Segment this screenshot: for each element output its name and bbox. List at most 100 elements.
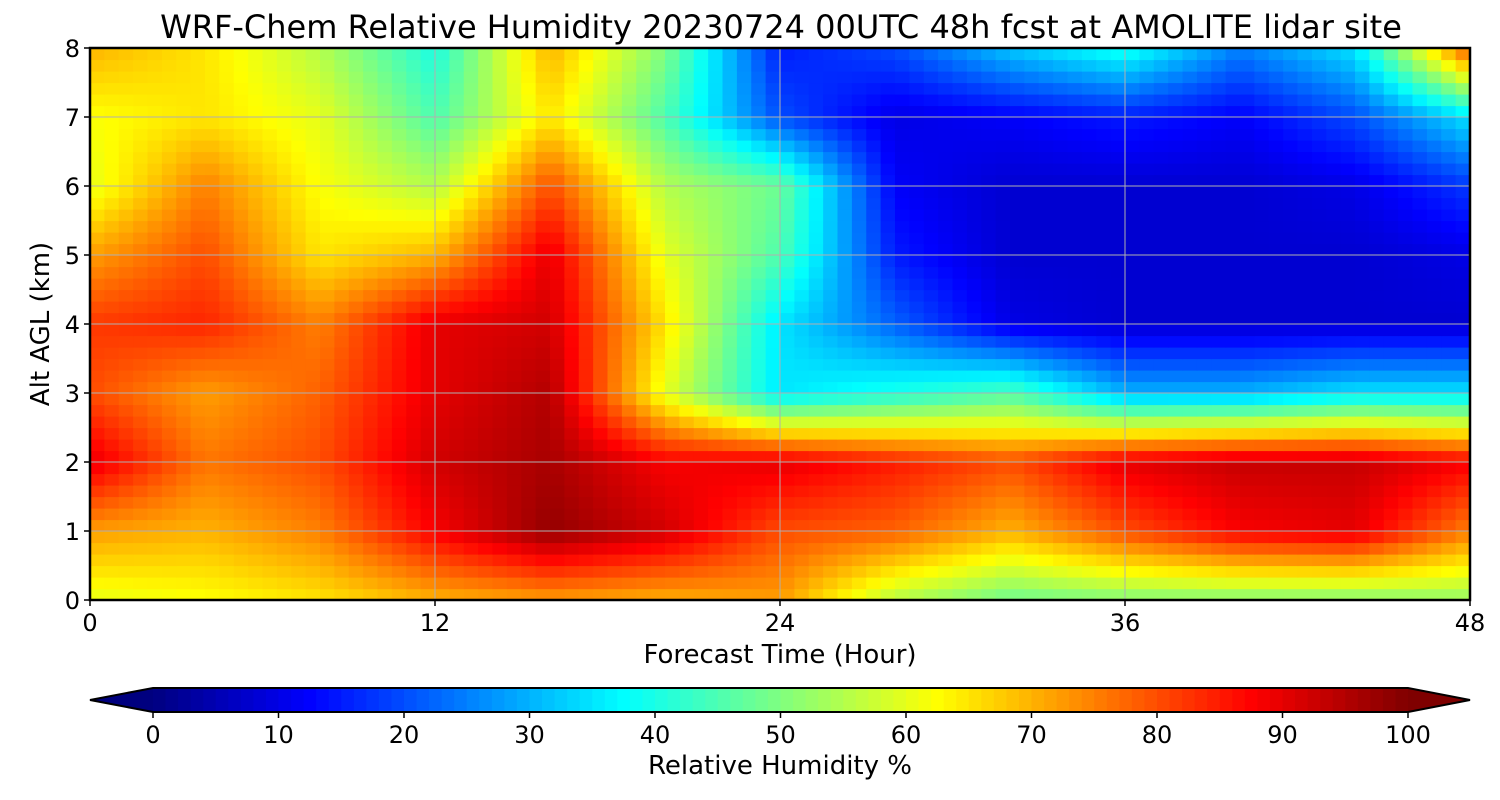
heatmap-cell [492, 312, 508, 325]
heatmap-cell [1383, 266, 1399, 279]
colorbar-segment [366, 688, 380, 712]
heatmap-cell [1153, 324, 1169, 337]
heatmap-cell [880, 588, 896, 601]
heatmap-cell [1096, 117, 1112, 130]
heatmap-cell [679, 324, 695, 337]
heatmap-cell [621, 117, 637, 130]
heatmap-cell [1426, 508, 1442, 521]
heatmap-cell [1340, 358, 1356, 371]
heatmap-cell [995, 404, 1011, 417]
heatmap-cell [1426, 324, 1442, 337]
heatmap-cell [550, 105, 565, 118]
heatmap-cell [751, 542, 767, 555]
heatmap-cell [1225, 416, 1241, 429]
heatmap-cell [722, 335, 738, 348]
heatmap-cell [794, 209, 810, 222]
heatmap-cell [895, 186, 910, 199]
heatmap-cell [823, 151, 839, 164]
heatmap-cell [463, 186, 479, 199]
heatmap-cell [147, 301, 163, 314]
heatmap-cell [334, 554, 350, 567]
heatmap-cell [1038, 565, 1054, 578]
heatmap-cell [1010, 427, 1025, 440]
heatmap-cell [808, 151, 824, 164]
heatmap-cell [1311, 347, 1327, 360]
heatmap-cell [1326, 220, 1342, 233]
heatmap-cell [679, 266, 695, 279]
heatmap-cell [837, 542, 853, 555]
heatmap-cell [995, 427, 1011, 440]
heatmap-cell [1053, 577, 1069, 590]
heatmap-cell [1010, 519, 1025, 532]
heatmap-cell [1254, 508, 1270, 521]
heatmap-cell [794, 565, 810, 578]
heatmap-cell [348, 508, 364, 521]
heatmap-cell [104, 588, 120, 601]
heatmap-cell [1196, 588, 1212, 601]
heatmap-cell [851, 542, 867, 555]
heatmap-cell [1455, 427, 1471, 440]
heatmap-cell [837, 278, 853, 291]
heatmap-cell [995, 577, 1011, 590]
heatmap-cell [190, 186, 206, 199]
heatmap-cell [348, 151, 364, 164]
colorbar-segment [353, 688, 367, 712]
heatmap-cell [981, 347, 997, 360]
heatmap-cell [636, 163, 652, 176]
heatmap-cell [895, 301, 910, 314]
heatmap-cell [262, 588, 278, 601]
colorbar-segment [742, 688, 756, 712]
heatmap-cell [1254, 209, 1270, 222]
heatmap-cell [1196, 186, 1212, 199]
heatmap-cell [1369, 105, 1385, 118]
heatmap-cell [895, 266, 910, 279]
heatmap-cell [808, 381, 824, 394]
heatmap-cell [348, 381, 364, 394]
heatmap-cell [348, 427, 364, 440]
heatmap-cell [550, 393, 565, 406]
heatmap-cell [391, 243, 407, 256]
heatmap-cell [736, 324, 752, 337]
heatmap-cell [1196, 232, 1212, 245]
heatmap-cell [765, 186, 781, 199]
heatmap-cell [808, 278, 824, 291]
heatmap-cell [276, 186, 292, 199]
heatmap-cell [1067, 554, 1083, 567]
heatmap-cell [765, 289, 781, 302]
colorbar-segment [253, 688, 267, 712]
heatmap-cell [636, 439, 652, 452]
heatmap-cell [550, 174, 565, 187]
heatmap-cell [305, 554, 321, 567]
heatmap-cell [1139, 48, 1155, 61]
heatmap-cell [233, 588, 249, 601]
heatmap-cell [262, 128, 278, 141]
heatmap-cell [952, 140, 968, 153]
heatmap-cell [952, 151, 968, 164]
heatmap-cell [952, 48, 968, 61]
heatmap-cell [693, 485, 709, 498]
heatmap-cell [1240, 439, 1255, 452]
heatmap-cell [837, 347, 853, 360]
heatmap-cell [262, 163, 278, 176]
heatmap-cell [765, 427, 781, 440]
heatmap-cell [1412, 243, 1428, 256]
heatmap-cell [391, 140, 407, 153]
heatmap-cell [190, 347, 206, 360]
heatmap-cell [334, 542, 350, 555]
heatmap-cell [593, 220, 609, 233]
heatmap-cell [1125, 48, 1140, 61]
heatmap-cell [334, 312, 350, 325]
heatmap-cell [909, 531, 925, 544]
heatmap-cell [1383, 462, 1399, 475]
heatmap-cell [1355, 565, 1370, 578]
heatmap-cell [866, 301, 882, 314]
heatmap-cell [1326, 554, 1342, 567]
heatmap-cell [722, 450, 738, 463]
heatmap-cell [1024, 312, 1040, 325]
heatmap-cell [233, 243, 249, 256]
heatmap-cell [320, 496, 335, 509]
heatmap-cell [550, 577, 565, 590]
heatmap-cell [391, 462, 407, 475]
heatmap-cell [276, 370, 292, 383]
colorbar-segment [880, 688, 895, 712]
